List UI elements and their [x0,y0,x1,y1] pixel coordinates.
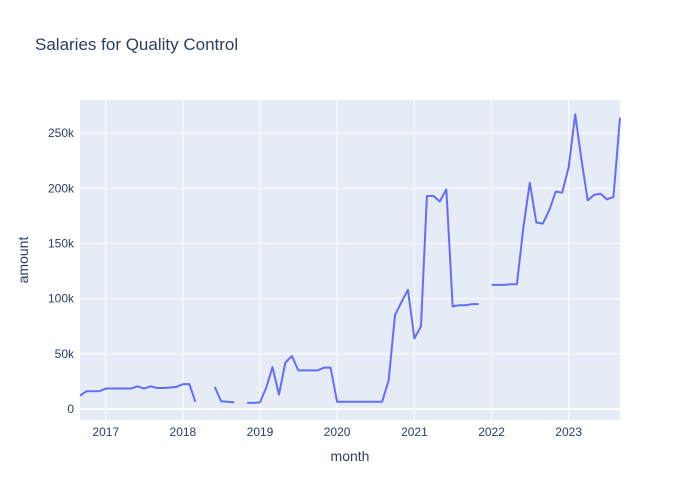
x-tick-label: 2021 [401,425,428,439]
x-tick-label: 2022 [478,425,505,439]
y-axis-title: amount [15,237,31,284]
x-axis-ticks: 2017 2018 2019 2020 2021 2022 2023 [92,425,582,439]
x-tick-label: 2019 [247,425,274,439]
y-tick-label: 50k [55,347,75,361]
y-axis-ticks: 0 50k 100k 150k 200k 250k [48,126,75,416]
series-line [79,113,621,404]
x-tick-label: 2023 [555,425,582,439]
y-tick-label: 200k [48,181,75,195]
plot-area [80,100,620,420]
grid-lines [80,100,620,420]
x-tick-label: 2020 [324,425,351,439]
x-axis-title: month [331,448,370,464]
y-tick-label: 250k [48,126,75,140]
series-layer [79,113,621,404]
x-tick-label: 2017 [92,425,119,439]
chart-title: Salaries for Quality Control [35,35,238,54]
y-tick-label: 0 [67,402,74,416]
x-tick-label: 2018 [170,425,197,439]
y-tick-label: 150k [48,236,75,250]
y-tick-label: 100k [48,292,75,306]
